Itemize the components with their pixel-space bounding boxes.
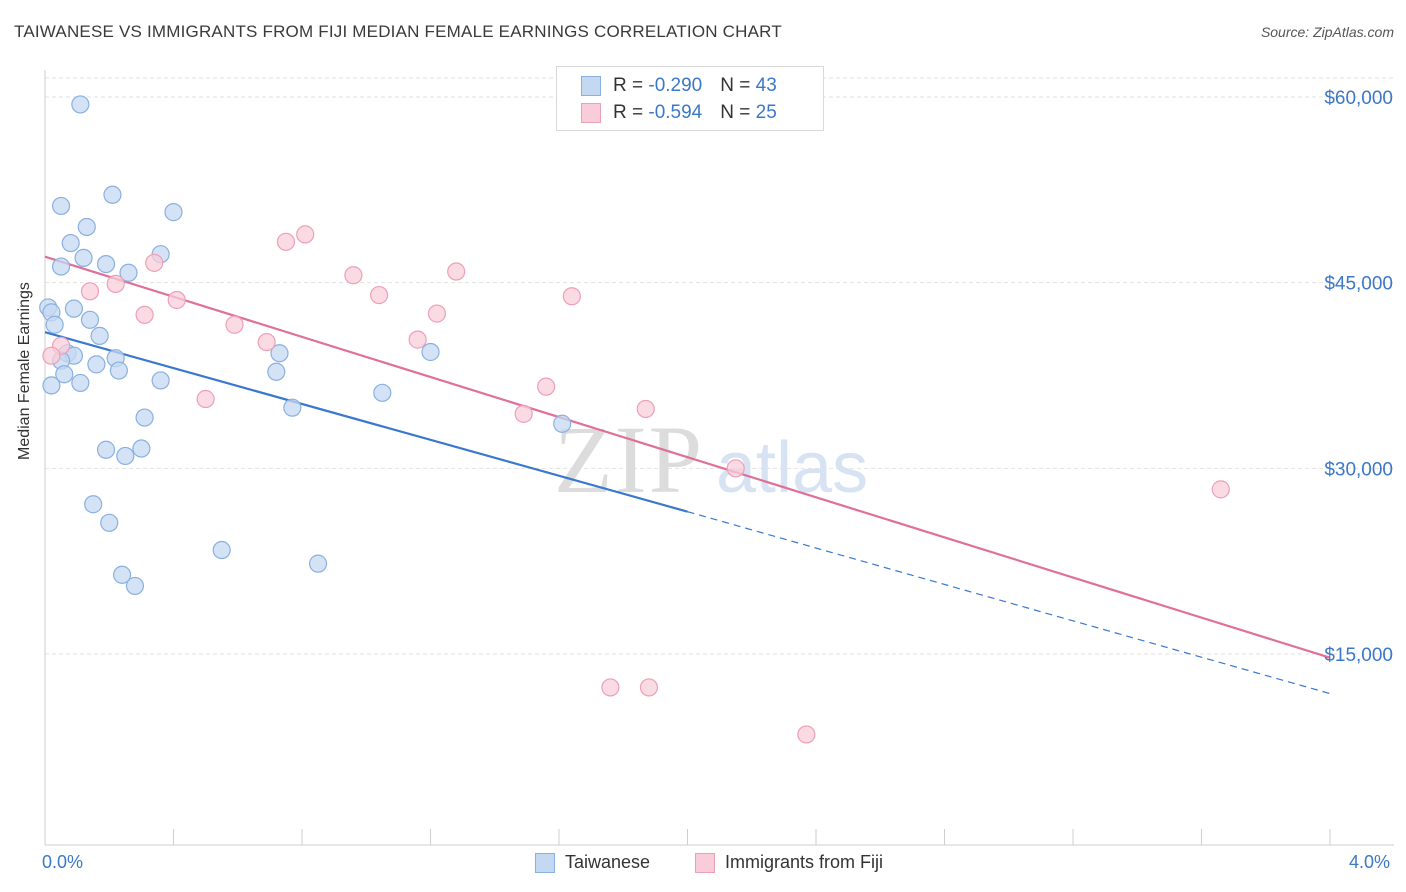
taiwanese-point: [116, 446, 135, 466]
taiwanese-trend-extension: [687, 511, 1331, 695]
taiwanese-point: [421, 342, 440, 362]
legend-r-label: R =: [613, 75, 649, 96]
x-tick-min: 0.0%: [42, 852, 84, 872]
legend-n-value: 43: [755, 75, 777, 96]
taiwanese-point: [51, 257, 71, 276]
taiwanese-point: [45, 315, 64, 334]
taiwanese-point: [109, 361, 128, 380]
taiwanese-legend-swatch: [535, 853, 555, 874]
taiwanese-point: [151, 371, 170, 390]
taiwanese-point: [212, 540, 231, 560]
fiji-point: [196, 389, 215, 409]
legend-item-taiwanese: Taiwanese: [535, 852, 651, 874]
taiwanese-point: [87, 355, 106, 374]
y-axis-label: Median Female Earnings: [16, 282, 33, 460]
taiwanese-point: [112, 565, 132, 584]
fiji-point: [562, 287, 581, 306]
taiwanese-point: [84, 495, 103, 514]
taiwanese-point: [42, 376, 61, 395]
taiwanese-point: [71, 95, 90, 114]
fiji-point: [296, 225, 315, 244]
taiwanese-point: [270, 344, 289, 363]
y-tick-label: $60,000: [1324, 88, 1393, 109]
y-tick-label: $45,000: [1324, 274, 1393, 295]
taiwanese-point: [100, 513, 119, 532]
fiji-point: [408, 330, 427, 349]
taiwanese-swatch: [581, 75, 601, 96]
taiwanese-point: [61, 233, 80, 253]
taiwanese-point: [135, 408, 154, 427]
chart-title: TAIWANESE VS IMMIGRANTS FROM FIJI MEDIAN…: [14, 22, 782, 41]
legend-r-label: R =: [613, 102, 649, 123]
fiji-point: [106, 274, 125, 294]
taiwanese-point: [308, 554, 328, 573]
taiwanese-point: [90, 326, 109, 345]
taiwanese-point: [55, 365, 74, 384]
taiwanese-point: [283, 398, 302, 417]
fiji-point: [537, 377, 556, 396]
taiwanese-legend-label: Taiwanese: [565, 852, 651, 872]
taiwanese-point: [77, 217, 96, 237]
grid-lines: [45, 77, 1394, 655]
taiwanese-trend-line: [44, 331, 688, 513]
fiji-point: [1211, 480, 1230, 499]
y-tick-labels: $60,000 $45,000 $30,000 $15,000: [1324, 88, 1393, 666]
taiwanese-point: [51, 196, 71, 216]
legend-row-fiji: R = -0.594 N = 25: [581, 102, 777, 126]
fiji-point: [276, 232, 296, 251]
taiwanese-point: [71, 373, 90, 393]
legend-row-taiwanese: R = -0.290 N = 43: [581, 75, 777, 99]
legend-n-label: N =: [720, 102, 756, 123]
source-label: Source: ZipAtlas.com: [1260, 24, 1394, 40]
fiji-point: [797, 725, 816, 744]
fiji-point: [639, 678, 659, 697]
taiwanese-point: [64, 299, 84, 318]
legend-n-label: N =: [720, 75, 756, 96]
legend-n-value: 25: [755, 102, 777, 123]
legend-r-value: -0.594: [648, 102, 703, 123]
legend-item-fiji: Immigrants from Fiji: [695, 852, 884, 874]
fiji-point: [80, 282, 100, 301]
fiji-point: [514, 404, 533, 423]
taiwanese-point: [164, 203, 183, 222]
fiji-point: [344, 266, 363, 285]
fiji-point: [42, 346, 61, 365]
fiji-point: [636, 399, 655, 419]
fiji-point: [370, 285, 389, 305]
trend-lines: [44, 255, 1331, 695]
fiji-point: [726, 459, 745, 478]
taiwanese-point: [373, 383, 392, 402]
taiwanese-point: [267, 362, 286, 381]
data-points: [39, 95, 1230, 744]
y-tick-label: $30,000: [1324, 459, 1393, 480]
fiji-swatch: [581, 102, 601, 123]
taiwanese-point: [119, 263, 138, 282]
taiwanese-point: [74, 248, 93, 268]
taiwanese-point: [80, 310, 100, 329]
fiji-point: [601, 678, 620, 697]
watermark: ZIP atlas: [554, 406, 868, 513]
fiji-point: [257, 332, 276, 352]
x-tick-max: 4.0%: [1349, 852, 1391, 872]
fiji-legend-swatch: [695, 853, 715, 874]
fiji-legend-label: Immigrants from Fiji: [725, 852, 884, 872]
fiji-point: [225, 315, 244, 334]
taiwanese-point: [96, 255, 116, 274]
fiji-point: [167, 290, 186, 310]
fiji-point: [135, 305, 154, 324]
taiwanese-point: [125, 576, 145, 596]
axes: [44, 70, 1394, 846]
fiji-point: [447, 262, 466, 281]
taiwanese-point: [553, 414, 572, 433]
taiwanese-point: [96, 440, 116, 459]
correlation-legend: R = -0.290 N = 43 R = -0.594 N = 25: [556, 66, 824, 131]
fiji-point: [427, 304, 447, 323]
taiwanese-point: [103, 185, 122, 204]
legend-r-value: -0.290: [648, 75, 703, 96]
fiji-trend-line: [44, 255, 1331, 659]
taiwanese-point: [132, 439, 151, 458]
y-tick-label: $15,000: [1324, 645, 1393, 666]
fiji-point: [145, 253, 164, 272]
